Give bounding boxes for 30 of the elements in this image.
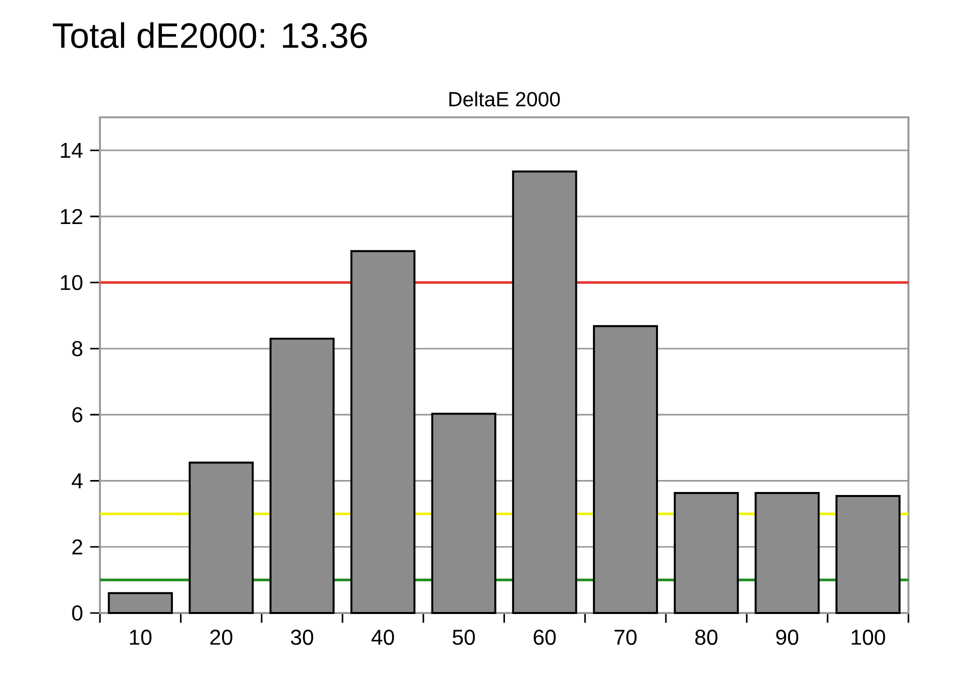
chart-title: Total dE2000: 13.36 xyxy=(52,22,367,48)
bar xyxy=(188,462,254,614)
y-tick-label: 14 xyxy=(60,143,83,158)
bar xyxy=(108,592,173,614)
y-tick-label: 12 xyxy=(60,209,82,224)
x-tick-label: 40 xyxy=(371,630,394,646)
x-tick-label: 100 xyxy=(852,630,886,646)
bar xyxy=(512,170,578,614)
bar xyxy=(350,250,416,614)
bar xyxy=(592,325,658,614)
x-tick-label: 90 xyxy=(776,630,798,646)
bar xyxy=(431,412,496,614)
y-tick-label: 10 xyxy=(60,275,82,290)
y-tick-label: 2 xyxy=(72,540,82,555)
y-tick-label: 6 xyxy=(72,407,82,423)
y-tick-label: 8 xyxy=(72,341,82,356)
y-tick-label: 0 xyxy=(72,606,82,621)
bar xyxy=(836,495,901,614)
bar xyxy=(754,492,820,614)
bar xyxy=(674,492,739,614)
x-tick-label: 50 xyxy=(452,630,475,646)
x-tick-label: 30 xyxy=(290,630,314,646)
x-tick-label: 70 xyxy=(614,630,637,646)
x-tick-label: 80 xyxy=(695,630,718,646)
chart-subtitle: DeltaE 2000 xyxy=(449,92,560,107)
x-tick-label: 20 xyxy=(210,630,232,646)
y-tick-label: 4 xyxy=(72,474,83,488)
x-tick-label: 10 xyxy=(130,630,152,646)
bar xyxy=(270,338,335,614)
x-tick-label: 60 xyxy=(534,630,556,646)
